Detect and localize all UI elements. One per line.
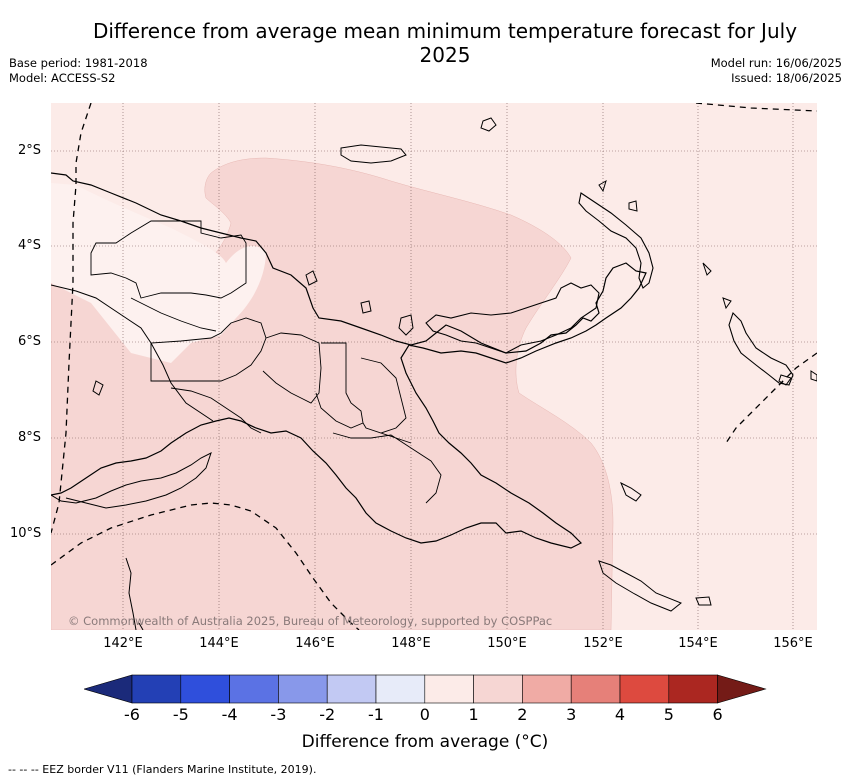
colorbar: [84, 674, 767, 704]
admin-borders: [90, 220, 442, 504]
new-guinea-coastline: [51, 172, 647, 549]
lat-label-8s: 8°S: [18, 430, 42, 445]
western-coast: [51, 284, 214, 422]
colorbar-tick-label: 2: [517, 705, 528, 724]
colorbar-segments: [84, 674, 767, 704]
colorbar-segment: [229, 674, 279, 704]
bougainville: [728, 311, 794, 386]
lat-label-10s: 10°S: [10, 526, 42, 541]
base-period: Base period: 1981-2018: [9, 56, 148, 70]
cape-york-tip: [125, 557, 144, 630]
lon-label-148e: 148°E: [391, 636, 431, 651]
eez-borders: [51, 103, 817, 630]
islands: [92, 117, 817, 612]
new-britain: [425, 282, 600, 354]
lat-label-6s: 6°S: [18, 334, 42, 349]
lon-label-150e: 150°E: [487, 636, 527, 651]
colorbar-tick-label: 1: [468, 705, 479, 724]
colorbar-extend-high: [717, 674, 767, 704]
right-metadata: Model run: 16/06/2025 Issued: 18/06/2025: [711, 56, 842, 86]
colorbar-tick-label: 6: [712, 705, 723, 724]
southern-coast: [51, 452, 212, 509]
eez-note: -- -- -- EEZ border V11 (Flanders Marine…: [8, 763, 317, 776]
issued-date: Issued: 18/06/2025: [731, 71, 842, 85]
colorbar-tick-label: -2: [319, 705, 336, 724]
colorbar-segment: [180, 674, 230, 704]
model-run: Model run: 16/06/2025: [710, 56, 842, 70]
lat-label-4s: 4°S: [18, 238, 42, 253]
colorbar-tick-label: -1: [368, 705, 384, 724]
colorbar-segment: [473, 674, 523, 704]
lat-label-2s: 2°S: [18, 143, 42, 158]
colorbar-segment: [619, 674, 670, 704]
colorbar-tick-label: 3: [566, 705, 577, 724]
anomaly-region-0-1-land: [51, 183, 266, 363]
lon-label-146e: 146°E: [295, 636, 335, 651]
model-name: Model: ACCESS-S2: [9, 71, 116, 85]
forecast-map: © Commonwealth of Australia 2025, Bureau…: [51, 103, 817, 630]
colorbar-segment: [522, 674, 572, 704]
lon-label-156e: 156°E: [773, 636, 813, 651]
colorbar-label: Difference from average (°C): [301, 732, 549, 752]
colorbar-segment: [131, 674, 182, 704]
lon-label-144e: 144°E: [199, 636, 239, 651]
colorbar-segment: [668, 674, 718, 704]
colorbar-tick-label: 5: [663, 705, 674, 724]
colorbar-segment: [278, 674, 328, 704]
lon-label-154e: 154°E: [678, 636, 718, 651]
colorbar-tick-label: 0: [419, 705, 430, 724]
copyright-text: © Commonwealth of Australia 2025, Bureau…: [68, 614, 552, 628]
colorbar-tick-label: -3: [270, 705, 287, 724]
colorbar-segment: [570, 674, 621, 704]
colorbar-segment: [424, 674, 474, 704]
colorbar-tick-label: -6: [124, 705, 140, 724]
chart-title: Difference from average mean minimum tem…: [92, 19, 798, 67]
colorbar-tick-label: 4: [614, 705, 626, 724]
new-ireland: [578, 192, 654, 289]
colorbar-extend-low: [84, 674, 133, 704]
lon-label-142e: 142°E: [103, 636, 143, 651]
lon-label-152e: 152°E: [583, 636, 623, 651]
colorbar-segment: [326, 674, 377, 704]
colorbar-tick-label: -5: [172, 705, 189, 724]
colorbar-segment: [375, 674, 426, 704]
colorbar-tick-label: -4: [221, 705, 238, 724]
left-metadata: Base period: 1981-2018 Model: ACCESS-S2: [9, 56, 148, 86]
